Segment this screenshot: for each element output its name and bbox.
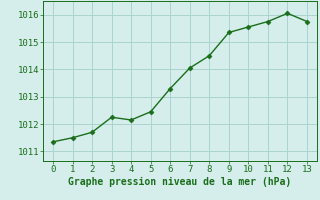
- X-axis label: Graphe pression niveau de la mer (hPa): Graphe pression niveau de la mer (hPa): [68, 177, 292, 187]
